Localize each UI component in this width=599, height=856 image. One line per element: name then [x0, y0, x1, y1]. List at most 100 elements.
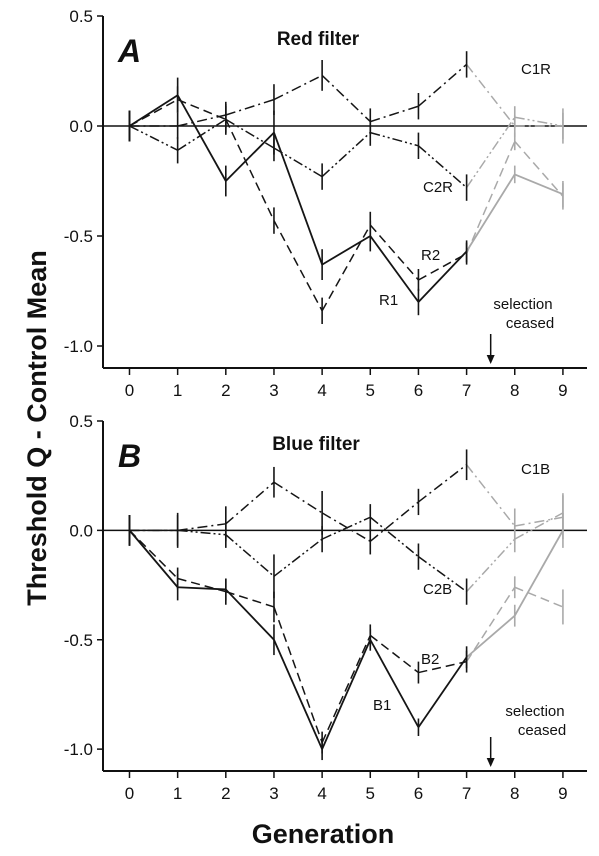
series-segment-r1: [129, 94, 179, 127]
series-segment-c1r: [321, 74, 371, 123]
series-segment-b2: [369, 634, 419, 674]
series-segment-c1b: [417, 464, 468, 503]
x-tick-label: 4: [317, 381, 326, 400]
x-tick-label: 7: [462, 381, 471, 400]
selection-note-line1: selection: [505, 703, 564, 720]
series-segment-b2: [177, 577, 227, 593]
series-segment-b2: [321, 635, 371, 743]
series-segment-b2: [128, 529, 179, 580]
selection-note-line2: ceased: [506, 315, 554, 332]
series-label-c1: C1B: [521, 461, 550, 478]
y-tick-label: -0.5: [64, 227, 93, 246]
x-tick-label: 6: [414, 381, 423, 400]
panel-letter: B: [118, 438, 141, 474]
series-segment-c1b: [466, 464, 516, 527]
x-tick-label: 2: [221, 784, 230, 803]
series-label-s2: B2: [421, 651, 439, 668]
x-tick-label: 3: [269, 784, 278, 803]
series-segment-c1r: [417, 63, 468, 107]
panel-a: A Red filter C1R C2R R2 R1 selection cea…: [64, 7, 587, 400]
y-axis-title: Threshold Q - Control Mean: [22, 250, 52, 606]
series-label-c1: C1R: [521, 61, 551, 78]
panel-letter: A: [117, 33, 141, 69]
series-segment-r1: [225, 131, 275, 182]
series-segment-c2b: [418, 556, 468, 593]
series-segment-c1r: [466, 63, 516, 127]
chart-title: Blue filter: [272, 434, 360, 455]
series-segment-c2b: [466, 538, 516, 593]
x-tick-label: 3: [269, 381, 278, 400]
series-segment-c2r: [417, 145, 468, 189]
series-segment-r1: [273, 132, 323, 265]
x-axis-title: Generation: [252, 819, 395, 849]
series-segment-c2r: [129, 125, 178, 151]
x-tick-label: 7: [462, 784, 471, 803]
selection-arrow-head: [486, 355, 495, 364]
series-segment-r1: [321, 235, 371, 266]
series-segment-b1: [369, 639, 420, 728]
series-segment-b1: [417, 656, 468, 728]
series-segment-c1b: [273, 481, 323, 514]
y-tick-label: 0.5: [69, 412, 93, 431]
series-segment-r2: [129, 98, 179, 127]
selection-note-line2: ceased: [518, 722, 566, 739]
y-tick-label: 0.5: [69, 7, 93, 26]
panel-b: B Blue filter C1B C2B B2 B1 selection ce…: [64, 412, 587, 803]
x-tick-label: 1: [173, 381, 182, 400]
series-segment-c1b: [225, 481, 275, 525]
x-tick-label: 6: [414, 784, 423, 803]
x-tick-label: 0: [125, 381, 134, 400]
series-segment-c2r: [225, 118, 275, 149]
x-tick-label: 5: [366, 784, 375, 803]
series-segment-c1b: [321, 512, 371, 542]
series-label-c2: C2B: [423, 581, 452, 598]
series-segment-r2: [369, 224, 420, 281]
series-label-c2: C2R: [423, 179, 453, 196]
series-label-s2: R2: [421, 247, 440, 264]
series-segment-c2b: [321, 516, 371, 540]
series-segment-c2b: [177, 529, 226, 536]
series-segment-r2: [225, 119, 275, 221]
series-segment-r1: [417, 250, 468, 303]
series-segment-c2b: [369, 516, 419, 558]
series-segment-r2: [273, 220, 323, 312]
series-segment-b2: [514, 586, 564, 608]
series-segment-r1: [465, 173, 516, 252]
series-segment-c2b: [273, 538, 323, 577]
x-tick-label: 2: [221, 381, 230, 400]
series-segment-b1: [225, 588, 275, 641]
series-segment-r2: [321, 224, 371, 312]
series-segment-c1b: [177, 523, 226, 532]
x-tick-label: 4: [317, 784, 326, 803]
x-tick-label: 5: [366, 381, 375, 400]
y-tick-label: -0.5: [64, 631, 93, 650]
series-segment-c2b: [225, 534, 275, 577]
series-segment-c2r: [273, 147, 323, 178]
series-label-s1: B1: [373, 697, 391, 714]
series-segment-b1: [321, 639, 372, 750]
x-tick-label: 1: [173, 784, 182, 803]
series-segment-r2: [418, 252, 467, 281]
x-tick-label: 9: [558, 381, 567, 400]
series-segment-c1r: [177, 114, 226, 127]
series-segment-b1: [128, 529, 179, 588]
series-segment-r1: [369, 235, 420, 303]
selection-arrow-head: [486, 758, 495, 767]
series-segment-b1: [513, 529, 564, 617]
series-segment-r1: [176, 94, 227, 182]
series-segment-c1r: [225, 98, 275, 116]
y-tick-label: 0.0: [69, 521, 93, 540]
chart-title: Red filter: [277, 29, 360, 50]
x-tick-label: 9: [558, 784, 567, 803]
x-tick-label: 8: [510, 381, 519, 400]
y-tick-label: 0.0: [69, 117, 93, 136]
y-tick-label: -1.0: [64, 740, 93, 759]
series-segment-b1: [177, 586, 226, 591]
y-tick-label: -1.0: [64, 337, 93, 356]
x-tick-label: 8: [510, 784, 519, 803]
series-segment-c2r: [514, 116, 564, 127]
series-segment-c2r: [177, 118, 227, 151]
series-segment-b2: [465, 586, 516, 663]
series-segment-c1b: [369, 501, 419, 542]
